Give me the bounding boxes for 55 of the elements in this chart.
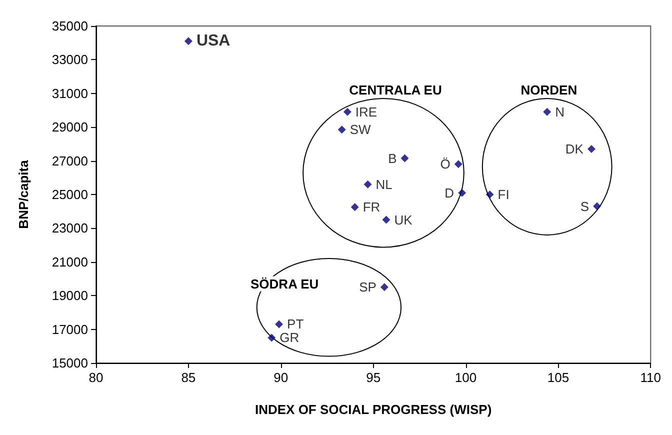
point — [458, 188, 466, 197]
series-label: B — [388, 150, 397, 166]
point — [350, 203, 359, 212]
series-label: FI — [498, 187, 510, 202]
series-label: S — [580, 198, 590, 214]
y-tick-label: 31000 — [52, 86, 88, 101]
annotation: SÖDRA EU — [250, 276, 319, 292]
series-label: UK — [394, 212, 413, 228]
point — [343, 108, 352, 116]
series-label: NL — [376, 176, 392, 192]
y-tick-label: 35000 — [52, 18, 88, 34]
series-label: USA — [196, 32, 231, 50]
x-axis-title: INDEX OF SOCIAL PROGRESS (WISP) — [254, 402, 492, 417]
point — [486, 190, 494, 198]
series-label: Ö — [440, 156, 450, 172]
x-tick-label: 110 — [640, 370, 662, 385]
series-label: IRE — [355, 104, 378, 120]
series-label: DK — [565, 142, 584, 157]
y-tick-label: 15000 — [52, 356, 88, 370]
point — [543, 108, 552, 116]
point — [275, 320, 284, 328]
point — [364, 180, 372, 188]
point — [268, 334, 276, 342]
series-label: SW — [350, 122, 372, 138]
series-label: FR — [362, 200, 380, 215]
series-label: GR — [280, 330, 300, 346]
y-tick-label: 19000 — [52, 288, 88, 304]
x-tick-label: 85 — [181, 370, 196, 385]
y-tick-label: 25000 — [52, 187, 88, 202]
y-tick-label: 33000 — [52, 52, 88, 68]
point — [184, 37, 192, 46]
x-tick-label: 90 — [274, 370, 288, 385]
x-tick-label: 95 — [366, 370, 381, 385]
point — [382, 216, 390, 224]
y-tick-label: 21000 — [52, 254, 88, 270]
series-label: SP — [359, 280, 376, 295]
annotation: CENTRALA EU — [349, 82, 442, 98]
x-tick-label: 80 — [88, 370, 104, 385]
series-label: N — [555, 104, 564, 120]
x-tick-label: 100 — [454, 370, 477, 385]
series-label: D — [444, 185, 454, 200]
y-tick-label: 17000 — [52, 322, 88, 337]
y-tick-label: 23000 — [52, 220, 88, 236]
point — [593, 202, 602, 210]
y-tick-label: 27000 — [52, 153, 88, 168]
series-label: PT — [287, 316, 304, 332]
point — [380, 283, 388, 292]
x-tick-label: 105 — [547, 370, 570, 385]
point — [400, 154, 409, 162]
point — [338, 126, 346, 134]
y-axis-title: BNP/capita — [16, 159, 31, 229]
y-tick-label: 29000 — [52, 120, 88, 135]
point — [587, 145, 596, 154]
annotation: NORDEN — [520, 82, 578, 98]
point — [454, 160, 462, 168]
